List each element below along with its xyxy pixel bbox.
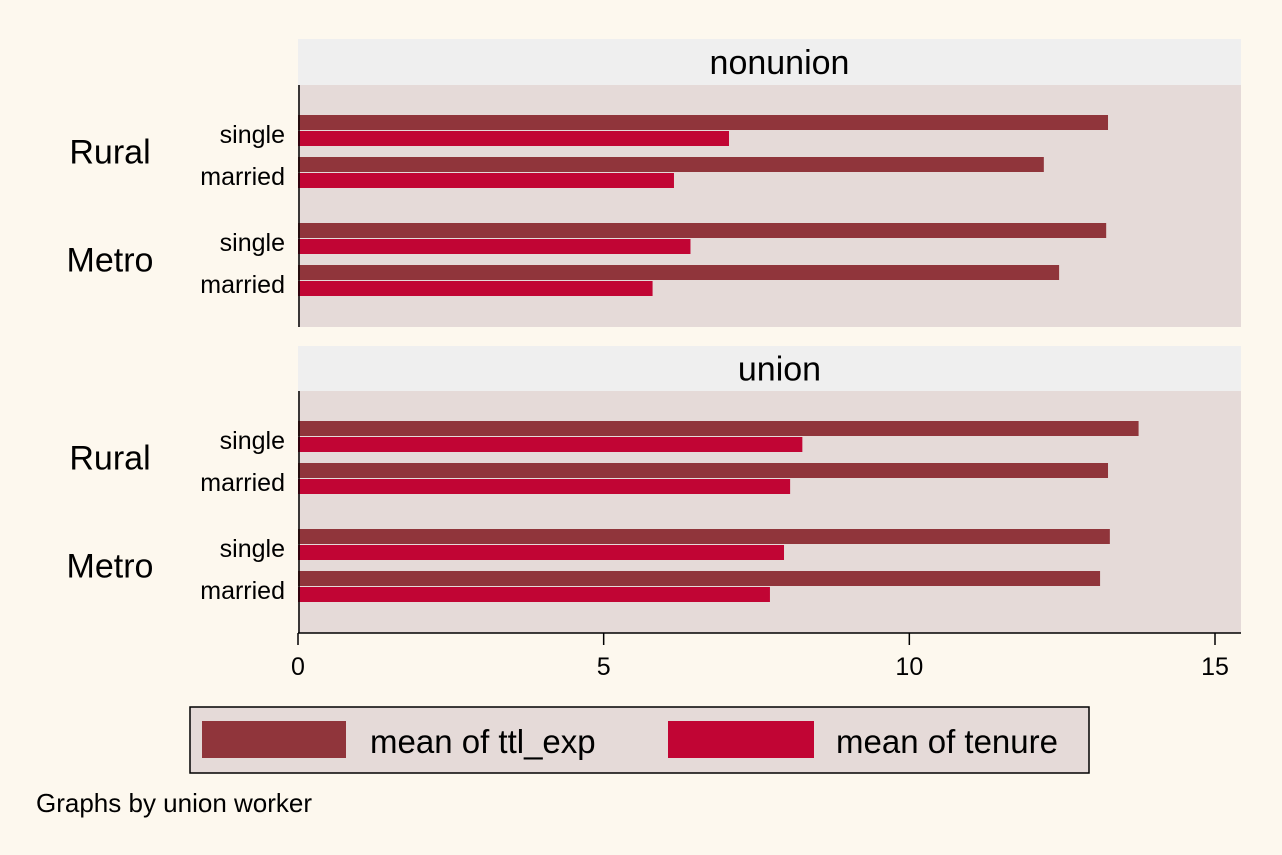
panel-union-metro-married-ttl-exp-bar bbox=[298, 571, 1101, 586]
panel-union-metro-married-tenure-bar bbox=[298, 587, 770, 602]
legend-label-tenure: mean of tenure bbox=[836, 723, 1058, 760]
panel-nonunion-title: nonunion bbox=[710, 44, 850, 82]
panel-nonunion-rural-group-label: Rural bbox=[69, 134, 150, 172]
panel-union-metro-married-label: married bbox=[200, 577, 285, 605]
panel-union-strip bbox=[298, 346, 1241, 391]
panel-union-metro-single-ttl-exp-bar bbox=[298, 529, 1110, 544]
panel-nonunion-metro-married-ttl-exp-bar bbox=[298, 265, 1060, 280]
panel-nonunion-metro-single-ttl-exp-bar bbox=[298, 223, 1107, 238]
panel-union-metro-single-label: single bbox=[220, 535, 285, 563]
panel-nonunion-rural-married-tenure-bar bbox=[298, 173, 674, 188]
panel-union-rural-group-label: Rural bbox=[69, 440, 150, 478]
panel-union-rural-single-label: single bbox=[220, 427, 285, 455]
panel-union-rural-married-label: married bbox=[200, 469, 285, 497]
panel-union-title: union bbox=[738, 351, 821, 389]
panel-nonunion-rural-married-ttl-exp-bar bbox=[298, 157, 1044, 172]
panel-nonunion-rural-single-tenure-bar bbox=[298, 131, 729, 146]
legend-swatch-ttl-exp bbox=[202, 721, 346, 758]
panel-nonunion-strip bbox=[298, 39, 1241, 85]
panel-nonunion-metro-single-tenure-bar bbox=[298, 239, 691, 254]
x-tick-label-15: 15 bbox=[1201, 653, 1229, 681]
x-tick-label-10: 10 bbox=[895, 653, 923, 681]
panel-nonunion-rural-single-ttl-exp-bar bbox=[298, 115, 1109, 130]
panel-nonunion-metro-group-label: Metro bbox=[67, 242, 154, 280]
panel-nonunion-rural-single-label: single bbox=[220, 121, 285, 149]
legend-swatch-tenure bbox=[668, 721, 814, 758]
panel-union-metro-single-tenure-bar bbox=[298, 545, 785, 560]
x-tick-label-0: 0 bbox=[291, 653, 305, 681]
panel-union-rural-married-tenure-bar bbox=[298, 479, 791, 494]
panel-nonunion-metro-married-label: married bbox=[200, 271, 285, 299]
panel-union-rural-single-tenure-bar bbox=[298, 437, 803, 452]
panel-nonunion-rural-married-label: married bbox=[200, 163, 285, 191]
legend-label-ttl-exp: mean of ttl_exp bbox=[370, 723, 596, 760]
panel-nonunion-metro-married-tenure-bar bbox=[298, 281, 653, 296]
panel-union-metro-group-label: Metro bbox=[67, 548, 154, 586]
graph-note: Graphs by union worker bbox=[36, 788, 312, 818]
panel-nonunion-metro-single-label: single bbox=[220, 229, 285, 257]
panel-union-rural-single-ttl-exp-bar bbox=[298, 421, 1139, 436]
x-tick-label-5: 5 bbox=[597, 653, 611, 681]
panel-union-rural-married-ttl-exp-bar bbox=[298, 463, 1109, 478]
